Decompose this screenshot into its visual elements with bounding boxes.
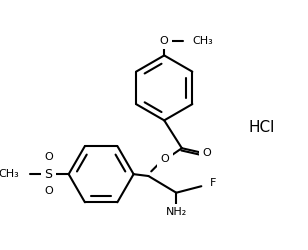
Text: CH₃: CH₃	[0, 169, 19, 179]
Text: HCl: HCl	[249, 120, 275, 135]
Text: F: F	[210, 178, 217, 188]
Text: CH₃: CH₃	[192, 36, 213, 46]
Text: O: O	[161, 154, 169, 164]
Text: O: O	[160, 36, 168, 46]
Text: O: O	[203, 148, 211, 158]
Text: NH₂: NH₂	[166, 207, 187, 217]
Text: O: O	[44, 152, 53, 162]
Text: S: S	[44, 168, 52, 181]
Text: O: O	[44, 186, 53, 196]
